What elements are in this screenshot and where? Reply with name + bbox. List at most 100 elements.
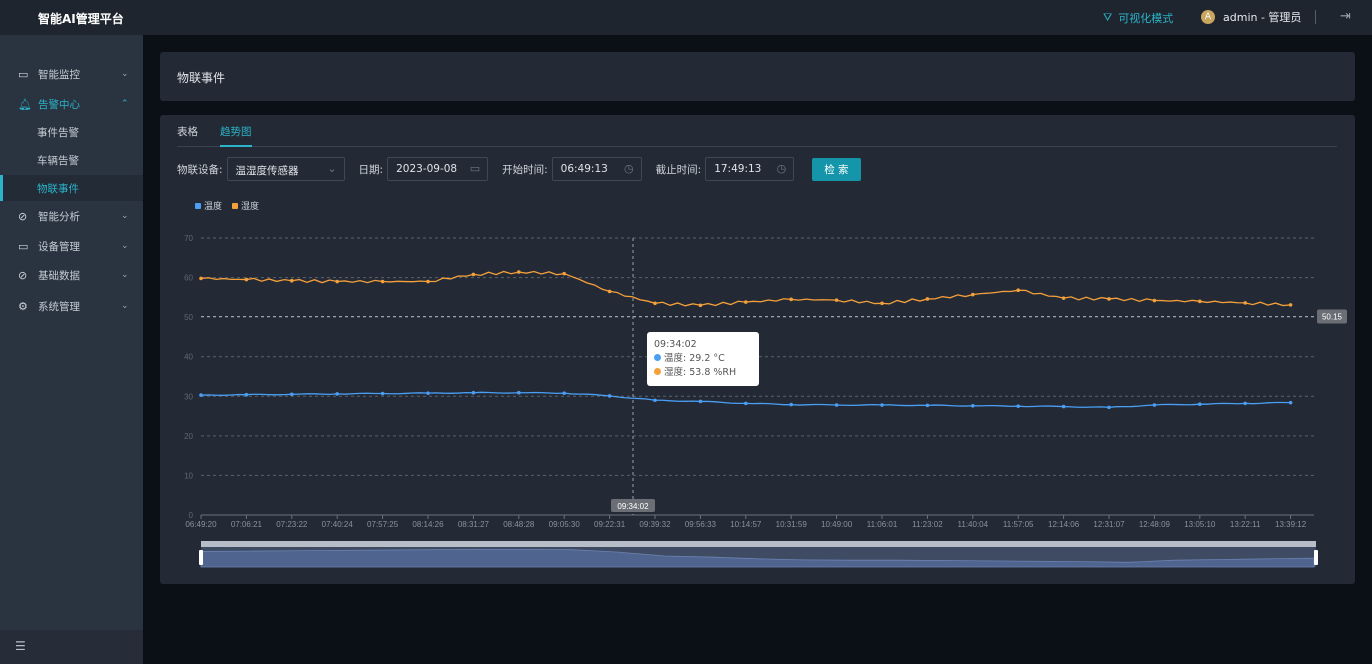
chevron-down-icon: ⌄ [121,270,129,280]
sidebar-subitem-vehicle-alarm[interactable]: 车辆告警 [0,147,143,173]
x-tick-label: 07:23:22 [276,520,308,529]
data-point [880,301,884,306]
sidebar-item-base-data[interactable]: ⊘ 基础数据 ⌄ [0,261,143,289]
start-time-picker[interactable]: 06:49:13 ◷ [551,157,642,181]
sidebar-item-label: 智能分析 [38,210,80,223]
data-point [1016,288,1020,293]
x-tick-label: 12:48:09 [1139,520,1171,529]
data-point [1107,297,1111,301]
axis-pointer-x-label: 09:34:02 [617,502,649,511]
date-value: 2023-09-08 [396,163,458,175]
clock-icon: ◷ [776,162,787,175]
filter-bar: 物联设备: 温湿度传感器 ⌄ 日期: 2023-09-08 ▭ 开始时间: 06:4… [177,157,861,181]
legend-temperature[interactable]: 温度 [195,199,222,212]
visual-mode-button[interactable]: ⛛ 可视化模式 [1103,10,1173,26]
tab-table[interactable]: 表格 [177,126,198,138]
data-point [471,272,476,277]
tab-trend[interactable]: 趋势图 [220,126,252,147]
data-point [1243,401,1247,406]
data-point [562,271,566,276]
y-tick-label: 30 [184,392,193,401]
data-point [744,300,748,304]
data-point [1061,404,1066,409]
end-time-picker[interactable]: 17:49:13 ◷ [705,157,795,181]
search-button[interactable]: 检 索 [812,157,861,181]
y-tick-label: 40 [184,353,193,362]
divider [1315,10,1316,24]
data-point [607,394,612,398]
axis-pointer-x-bg [611,499,655,512]
zoom-handle-right[interactable] [1314,550,1318,565]
compass-icon: ⊘ [18,268,28,282]
legend-humidity[interactable]: 湿度 [232,199,259,212]
legend-label: 湿度 [241,202,260,212]
compass-icon: ⊘ [18,209,28,223]
sidebar-item-alarm-center[interactable]: 🔔︎ 告警中心 ⌃ [0,90,143,118]
end-time-value: 17:49:13 [714,163,762,175]
sidebar-subitem-event-alarm[interactable]: 事件告警 [0,119,143,145]
device-select[interactable]: 温湿度传感器 ⌄ [226,157,345,181]
x-tick-label: 08:14:26 [412,520,444,529]
sidebar-subitem-iot-event[interactable]: 物联事件 [0,175,143,201]
data-point [653,301,657,306]
x-tick-label: 07:57:25 [367,520,399,529]
axis-pointer-y-bg [1317,309,1347,324]
x-tick-label: 09:05:30 [549,520,581,529]
data-point [880,403,884,407]
data-point [244,392,249,397]
data-point [1107,405,1111,410]
data-point [380,391,385,396]
data-point [1061,296,1066,300]
logout-icon[interactable]: ⇥ [1340,9,1351,24]
tab-bar: 表格 趋势图 [177,115,1337,147]
visual-mode-label: 可视化模式 [1118,12,1174,25]
data-point [517,270,521,274]
start-time-label: 开始时间: [502,163,548,176]
sidebar-item-analysis[interactable]: ⊘ 智能分析 ⌄ [0,202,143,230]
legend-label: 温度 [204,202,223,212]
data-point [517,390,521,395]
y-tick-label: 50 [184,313,193,322]
x-tick-label: 08:31:27 [458,520,490,529]
data-point [426,279,430,284]
collapse-menu-icon[interactable]: ☰ [15,639,26,653]
chevron-down-icon: ⌄ [121,211,129,221]
chevron-down-icon: ⌄ [121,241,129,251]
data-point [744,401,748,406]
sidebar-item-label: 事件告警 [37,126,79,139]
x-tick-label: 11:40:04 [958,520,989,529]
y-tick-label: 20 [184,432,193,441]
x-tick-label: 11:23:02 [912,520,943,529]
data-point [698,399,703,404]
data-point [607,289,612,294]
page-header: 物联事件 [160,52,1355,101]
data-point [1243,301,1247,305]
sidebar-item-label: 告警中心 [38,98,80,111]
data-point [925,297,930,301]
data-point [380,279,385,284]
sidebar-item-devices[interactable]: ▭ 设备管理 ⌄ [0,232,143,260]
data-point [562,391,566,395]
chevron-up-icon: ⌃ [121,99,129,109]
y-tick-label: 60 [184,274,193,283]
clock-icon: ◷ [624,162,634,175]
x-tick-label: 07:40:24 [322,520,354,529]
date-picker[interactable]: 2023-09-08 ▭ [387,157,489,181]
legend-swatch [232,202,238,209]
x-tick-label: 11:57:05 [1003,520,1034,529]
y-tick-label: 0 [189,511,194,520]
sidebar-item-system[interactable]: ⚙ 系统管理 ⌄ [0,292,143,320]
device-label: 物联设备: [177,163,223,176]
legend-swatch [195,202,201,209]
x-tick-label: 08:48:28 [503,520,535,529]
sidebar-item-monitor[interactable]: ▭ 智能监控 ⌄ [0,60,143,88]
data-point [971,292,975,297]
sidebar-footer: ☰ [0,630,143,664]
x-tick-label: 12:14:06 [1048,520,1080,529]
camera-icon: ▭ [18,239,29,253]
sidebar-item-label: 车辆告警 [37,154,79,167]
tooltip-hum-value: 湿度: 53.8 %RH [664,367,737,378]
data-point [1152,403,1157,407]
zoom-handle-left[interactable] [199,550,203,565]
